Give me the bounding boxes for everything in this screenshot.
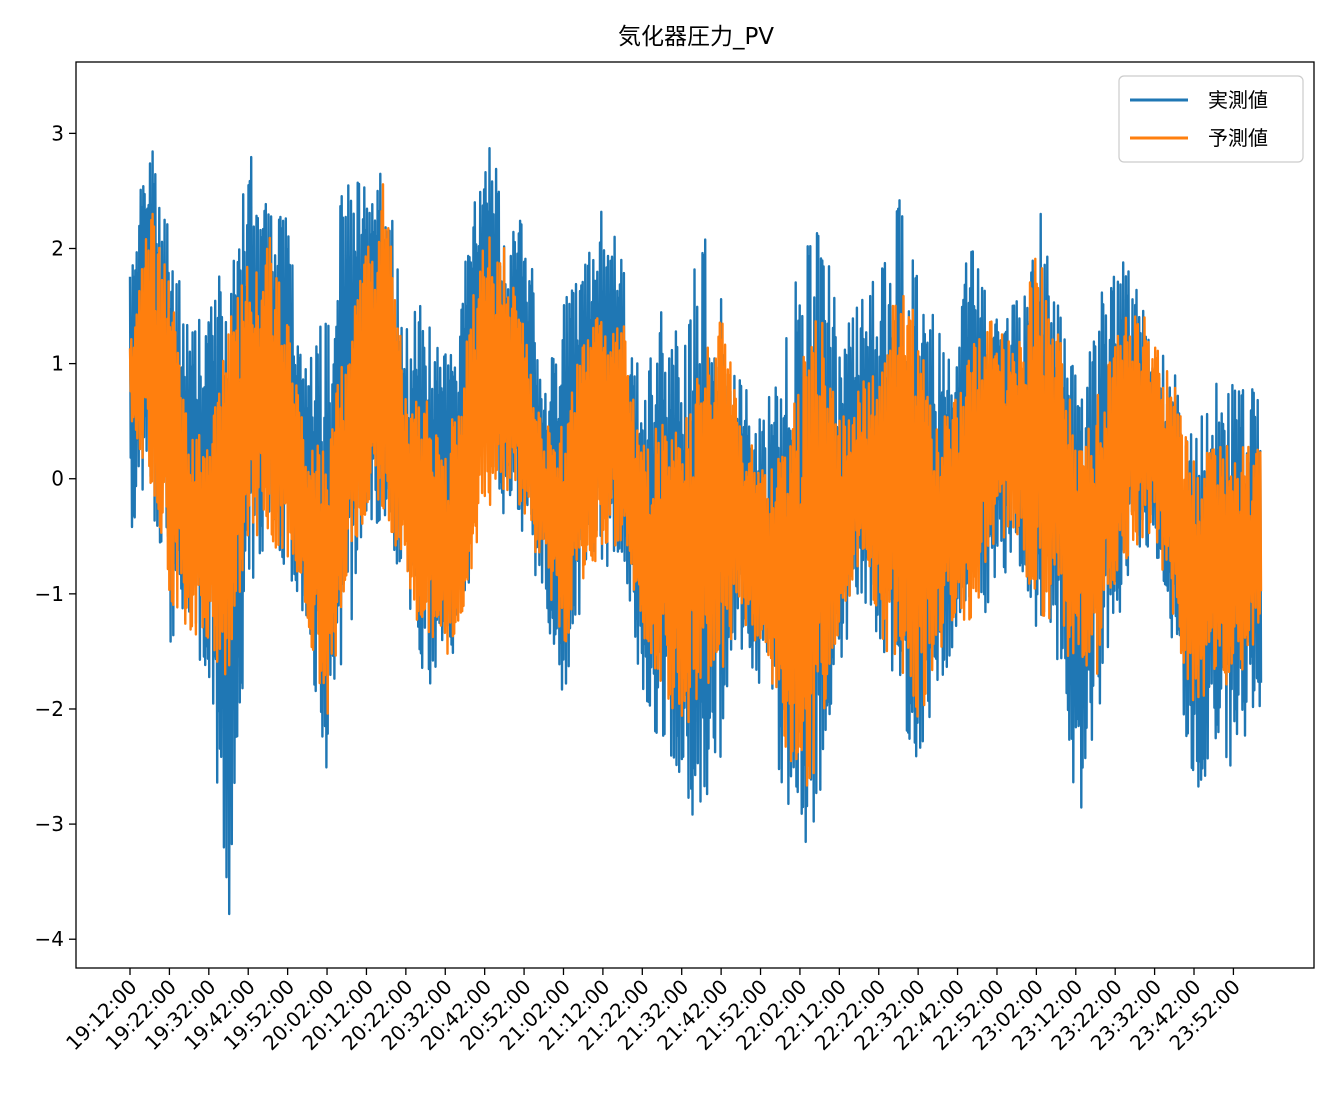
- series-line-2: [128, 183, 1263, 787]
- y-tick-label: 3: [51, 121, 64, 145]
- plot-frame: [75, 61, 1315, 969]
- y-tick-label: −4: [35, 927, 64, 951]
- series-layer: [128, 147, 1263, 916]
- legend-label: 予測値: [1208, 126, 1268, 150]
- y-tick-label: 0: [51, 467, 64, 491]
- y-tick-label: −1: [35, 582, 64, 606]
- y-tick-label: −2: [35, 697, 64, 721]
- y-tick-label: −3: [35, 812, 64, 836]
- y-axis: −4 −3 −2 −1 0 1 2 3: [35, 121, 76, 951]
- legend-label: 実測値: [1208, 88, 1268, 112]
- chart-title: 気化器圧力_PV: [618, 24, 774, 50]
- legend-box: [1118, 75, 1304, 163]
- y-tick-label: 2: [51, 236, 64, 260]
- y-tick-label: 1: [51, 352, 64, 376]
